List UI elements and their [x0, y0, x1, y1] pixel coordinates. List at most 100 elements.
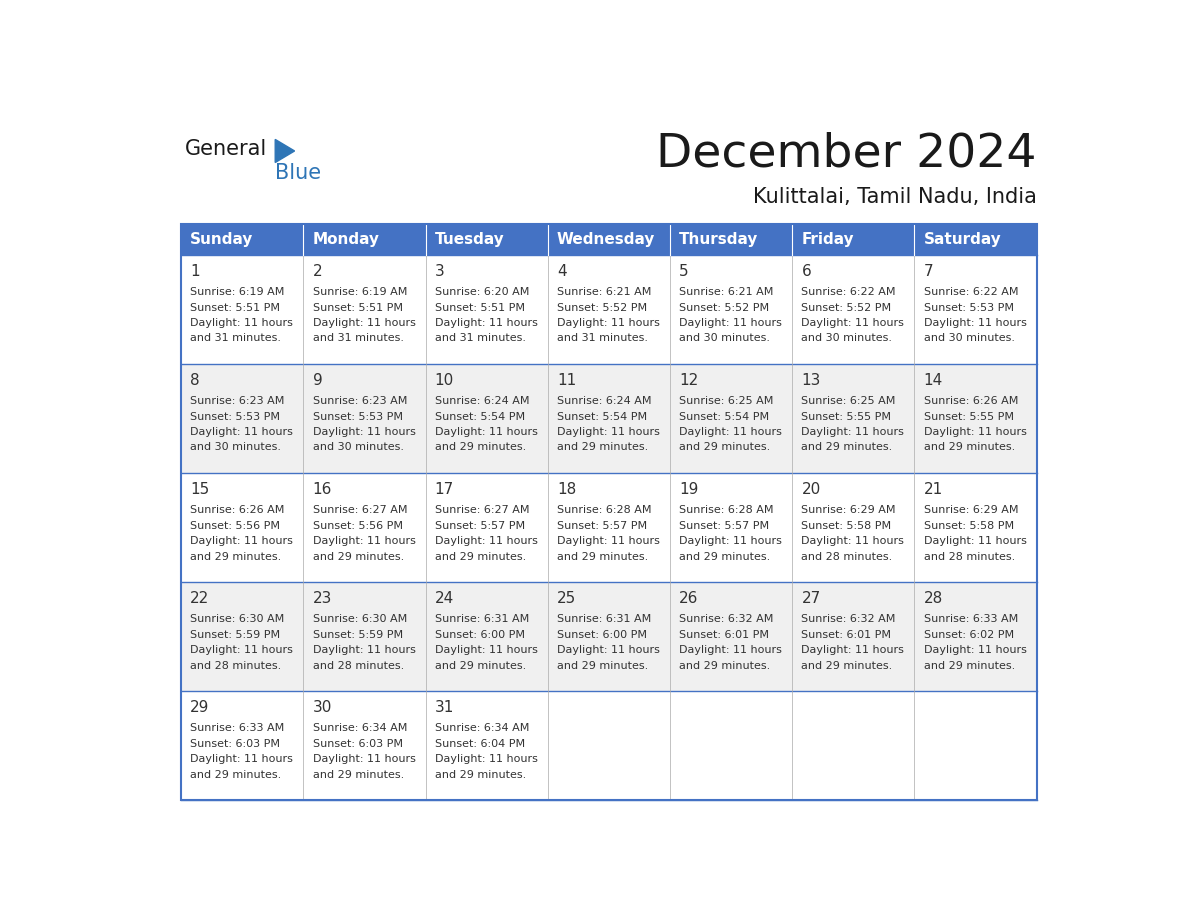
Bar — [915, 224, 1037, 255]
Bar — [425, 473, 548, 582]
Text: Sunset: 5:59 PM: Sunset: 5:59 PM — [312, 630, 403, 640]
Text: Daylight: 11 hours: Daylight: 11 hours — [312, 427, 416, 437]
Bar — [425, 224, 548, 255]
Text: and 29 minutes.: and 29 minutes. — [680, 661, 771, 670]
Text: and 29 minutes.: and 29 minutes. — [924, 661, 1015, 670]
Polygon shape — [276, 140, 295, 162]
Bar — [548, 364, 670, 473]
Text: Sunset: 6:00 PM: Sunset: 6:00 PM — [435, 630, 525, 640]
Text: Sunrise: 6:23 AM: Sunrise: 6:23 AM — [312, 397, 407, 407]
Bar — [670, 582, 792, 691]
Text: Sunrise: 6:26 AM: Sunrise: 6:26 AM — [924, 397, 1018, 407]
Text: 18: 18 — [557, 482, 576, 498]
Text: and 29 minutes.: and 29 minutes. — [557, 552, 649, 562]
Text: 13: 13 — [802, 374, 821, 388]
Text: Sunrise: 6:23 AM: Sunrise: 6:23 AM — [190, 397, 285, 407]
Text: Daylight: 11 hours: Daylight: 11 hours — [802, 536, 904, 546]
Text: Monday: Monday — [312, 232, 380, 247]
Bar — [670, 473, 792, 582]
Text: Daylight: 11 hours: Daylight: 11 hours — [557, 536, 659, 546]
Text: Sunset: 5:53 PM: Sunset: 5:53 PM — [190, 411, 280, 421]
Text: Daylight: 11 hours: Daylight: 11 hours — [924, 645, 1026, 655]
Text: Sunset: 5:53 PM: Sunset: 5:53 PM — [924, 303, 1013, 313]
Bar — [303, 255, 425, 364]
Text: 5: 5 — [680, 264, 689, 279]
Text: Sunrise: 6:24 AM: Sunrise: 6:24 AM — [435, 397, 530, 407]
Text: Daylight: 11 hours: Daylight: 11 hours — [190, 536, 293, 546]
Text: Sunset: 5:55 PM: Sunset: 5:55 PM — [924, 411, 1013, 421]
Text: and 29 minutes.: and 29 minutes. — [557, 442, 649, 453]
Text: Sunset: 5:54 PM: Sunset: 5:54 PM — [680, 411, 770, 421]
Text: 30: 30 — [312, 700, 331, 715]
Text: Sunset: 5:58 PM: Sunset: 5:58 PM — [924, 521, 1013, 531]
Bar — [915, 691, 1037, 800]
Text: Sunset: 5:52 PM: Sunset: 5:52 PM — [680, 303, 770, 313]
Text: Sunset: 5:56 PM: Sunset: 5:56 PM — [190, 521, 280, 531]
Text: Sunrise: 6:22 AM: Sunrise: 6:22 AM — [924, 287, 1018, 297]
Text: and 30 minutes.: and 30 minutes. — [680, 333, 770, 343]
Text: Sunrise: 6:30 AM: Sunrise: 6:30 AM — [312, 614, 406, 624]
Bar — [792, 364, 915, 473]
Text: 21: 21 — [924, 482, 943, 498]
Text: 20: 20 — [802, 482, 821, 498]
Text: Daylight: 11 hours: Daylight: 11 hours — [312, 318, 416, 328]
Text: 4: 4 — [557, 264, 567, 279]
Text: 23: 23 — [312, 591, 331, 606]
Text: Sunset: 6:00 PM: Sunset: 6:00 PM — [557, 630, 647, 640]
Text: General: General — [185, 140, 267, 160]
Text: and 30 minutes.: and 30 minutes. — [802, 333, 892, 343]
Text: 11: 11 — [557, 374, 576, 388]
Text: and 31 minutes.: and 31 minutes. — [312, 333, 404, 343]
Text: Sunrise: 6:21 AM: Sunrise: 6:21 AM — [557, 287, 651, 297]
Text: 19: 19 — [680, 482, 699, 498]
Bar — [303, 691, 425, 800]
Text: and 30 minutes.: and 30 minutes. — [924, 333, 1015, 343]
Text: Daylight: 11 hours: Daylight: 11 hours — [802, 427, 904, 437]
Text: Sunrise: 6:34 AM: Sunrise: 6:34 AM — [312, 723, 407, 733]
Text: Sunset: 5:58 PM: Sunset: 5:58 PM — [802, 521, 892, 531]
Text: 27: 27 — [802, 591, 821, 606]
Bar — [670, 691, 792, 800]
Bar — [792, 582, 915, 691]
Text: Sunrise: 6:19 AM: Sunrise: 6:19 AM — [190, 287, 285, 297]
Text: and 29 minutes.: and 29 minutes. — [802, 661, 892, 670]
Bar — [548, 582, 670, 691]
Bar — [915, 473, 1037, 582]
Text: Daylight: 11 hours: Daylight: 11 hours — [190, 318, 293, 328]
Text: 22: 22 — [190, 591, 209, 606]
Text: and 29 minutes.: and 29 minutes. — [190, 769, 282, 779]
Text: Daylight: 11 hours: Daylight: 11 hours — [557, 318, 659, 328]
Text: and 28 minutes.: and 28 minutes. — [312, 661, 404, 670]
Text: Daylight: 11 hours: Daylight: 11 hours — [557, 427, 659, 437]
Text: Sunrise: 6:20 AM: Sunrise: 6:20 AM — [435, 287, 529, 297]
Bar — [792, 473, 915, 582]
Text: Daylight: 11 hours: Daylight: 11 hours — [435, 318, 538, 328]
Bar — [792, 691, 915, 800]
Text: 1: 1 — [190, 264, 200, 279]
Text: Daylight: 11 hours: Daylight: 11 hours — [557, 645, 659, 655]
Text: Daylight: 11 hours: Daylight: 11 hours — [312, 536, 416, 546]
Bar — [670, 255, 792, 364]
Text: Tuesday: Tuesday — [435, 232, 505, 247]
Text: and 29 minutes.: and 29 minutes. — [312, 552, 404, 562]
Text: 28: 28 — [924, 591, 943, 606]
Text: Sunset: 6:01 PM: Sunset: 6:01 PM — [802, 630, 891, 640]
Text: Daylight: 11 hours: Daylight: 11 hours — [435, 427, 538, 437]
Bar — [425, 255, 548, 364]
Text: Sunset: 6:03 PM: Sunset: 6:03 PM — [312, 739, 403, 749]
Text: Sunset: 5:51 PM: Sunset: 5:51 PM — [312, 303, 403, 313]
Text: 2: 2 — [312, 264, 322, 279]
Bar — [425, 691, 548, 800]
Bar — [181, 473, 303, 582]
Text: Sunset: 6:02 PM: Sunset: 6:02 PM — [924, 630, 1013, 640]
Text: and 30 minutes.: and 30 minutes. — [312, 442, 404, 453]
Text: Sunrise: 6:25 AM: Sunrise: 6:25 AM — [802, 397, 896, 407]
Text: and 29 minutes.: and 29 minutes. — [435, 442, 526, 453]
Text: and 29 minutes.: and 29 minutes. — [557, 661, 649, 670]
Text: 7: 7 — [924, 264, 934, 279]
Text: Sunset: 5:57 PM: Sunset: 5:57 PM — [435, 521, 525, 531]
Text: Daylight: 11 hours: Daylight: 11 hours — [435, 536, 538, 546]
Text: 14: 14 — [924, 374, 943, 388]
Bar — [181, 224, 1037, 800]
Bar — [181, 364, 303, 473]
